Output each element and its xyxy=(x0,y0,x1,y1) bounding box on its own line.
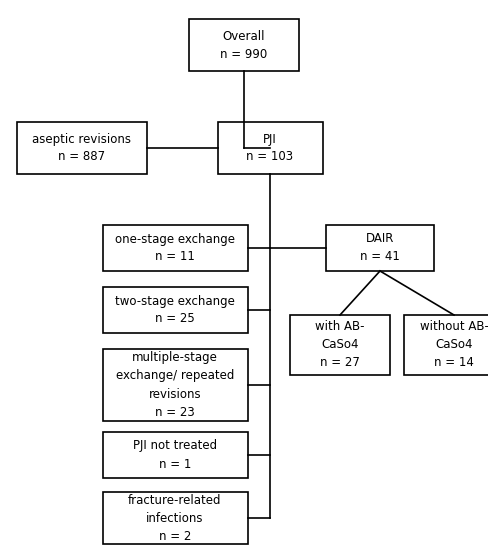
FancyBboxPatch shape xyxy=(290,315,390,375)
FancyBboxPatch shape xyxy=(102,349,247,421)
FancyBboxPatch shape xyxy=(218,122,323,174)
FancyBboxPatch shape xyxy=(102,432,247,478)
Text: aseptic revisions
n = 887: aseptic revisions n = 887 xyxy=(33,133,131,164)
FancyBboxPatch shape xyxy=(102,287,247,333)
Text: multiple-stage
exchange/ repeated
revisions
n = 23: multiple-stage exchange/ repeated revisi… xyxy=(116,352,234,418)
FancyBboxPatch shape xyxy=(189,19,299,71)
FancyBboxPatch shape xyxy=(326,225,434,271)
Text: PJI
n = 103: PJI n = 103 xyxy=(246,133,294,164)
Text: Overall
n = 990: Overall n = 990 xyxy=(221,30,267,60)
Text: two-stage exchange
n = 25: two-stage exchange n = 25 xyxy=(115,295,235,325)
Text: with AB-
CaSo4
n = 27: with AB- CaSo4 n = 27 xyxy=(315,320,365,370)
FancyBboxPatch shape xyxy=(102,225,247,271)
Text: PJI not treated
n = 1: PJI not treated n = 1 xyxy=(133,440,217,470)
FancyBboxPatch shape xyxy=(404,315,488,375)
Text: without AB-
CaSo4
n = 14: without AB- CaSo4 n = 14 xyxy=(420,320,488,370)
FancyBboxPatch shape xyxy=(17,122,147,174)
FancyBboxPatch shape xyxy=(102,492,247,544)
Text: one-stage exchange
n = 11: one-stage exchange n = 11 xyxy=(115,232,235,264)
Text: DAIR
n = 41: DAIR n = 41 xyxy=(360,232,400,264)
Text: fracture-related
infections
n = 2: fracture-related infections n = 2 xyxy=(128,493,222,543)
